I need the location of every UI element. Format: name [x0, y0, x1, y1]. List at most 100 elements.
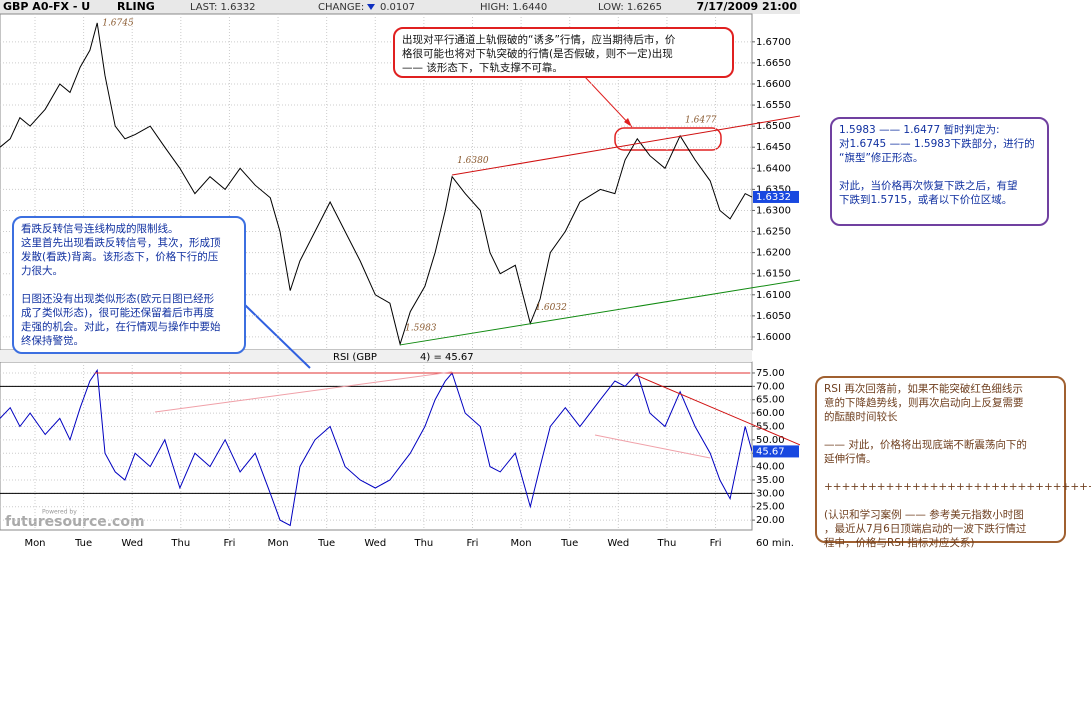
y-tick-label: 50.00: [756, 435, 785, 446]
price-label: 1.6477: [685, 115, 717, 125]
trend-line: [399, 279, 800, 346]
header-bar: [0, 0, 800, 14]
note-line: 格很可能也将对下轨突破的行情(是否假破，则不一定)出现: [402, 48, 673, 60]
series-line: [0, 22, 752, 346]
y-tick-label: 55.00: [756, 421, 785, 432]
note-line: 的酝酿时间较长: [824, 411, 898, 423]
x-tick-label: Wed: [121, 538, 143, 549]
plot: [0, 362, 752, 530]
red-arrowhead: [624, 118, 632, 127]
note-line: 这里首先出现看跌反转信号，其次，形成顶: [21, 237, 221, 249]
note-line: —— 该形态下，下轨支撑不可靠。: [402, 62, 563, 74]
x-tick-label: Fri: [710, 538, 722, 549]
change: 0.0107: [380, 2, 415, 13]
x-tick-label: Thu: [413, 538, 433, 549]
high: HIGH: 1.6440: [480, 2, 547, 13]
note-line: 延伸行情。: [824, 453, 877, 465]
down-arrow: [367, 4, 375, 10]
y-tick-label: 1.6100: [756, 290, 791, 301]
highlight-ring: [614, 127, 722, 151]
current-box: [753, 445, 799, 458]
y-tick-label: 40.00: [756, 462, 785, 473]
note-line: “旗型”修正形态。: [839, 152, 924, 164]
red-note: 出现对平行通道上轨假破的“诱多”行情，应当期待后市，价 格很可能也将对下轨突破的行…: [393, 27, 734, 78]
note-line: 意的下降趋势线，则再次启动向上反复需要: [824, 397, 1024, 409]
price-label: 1.6745: [102, 18, 134, 28]
current-label: 45.67: [756, 446, 785, 457]
note-line: 对此，当价格再次恢复下跌之后，有望: [839, 180, 1018, 192]
spacer: [839, 165, 1040, 179]
brown-note: RSI 再次回落前，如果不能突破红色细线示 意的下降趋势线，则再次启动向上反复需要…: [815, 376, 1091, 549]
x-tick-label: Thu: [657, 538, 677, 549]
x-tick-label: Wed: [607, 538, 629, 549]
current-label: 1.6332: [756, 192, 791, 203]
red-arrow: [584, 76, 633, 128]
x-tick-label: Mon: [511, 538, 532, 549]
y-tick-label: 1.6050: [756, 311, 791, 322]
note-line: 走强的机会。对此，在行情观与操作中要始: [21, 321, 221, 333]
y-tick-label: 20.00: [756, 515, 785, 526]
x-tick-label: Tue: [560, 538, 578, 549]
trend-line: [594, 434, 711, 459]
note-line: 力很大。: [21, 265, 63, 277]
spacer: [824, 494, 1057, 508]
x-tick-label: Fri: [223, 538, 235, 549]
y-tick-label: 1.6350: [756, 184, 791, 195]
y-tick-label: 1.6550: [756, 100, 791, 111]
note-line: 看跌反转信号连线构成的限制线。: [21, 223, 179, 235]
y-tick-label: 1.6150: [756, 269, 791, 280]
price-label: 1.6380: [457, 156, 489, 166]
y-tick-label: 35.00: [756, 475, 785, 486]
note-line: 1.5983 —— 1.6477 暂时判定为:: [839, 124, 1000, 136]
x-tick-label: Tue: [317, 538, 335, 549]
y-tick-label: 1.6600: [756, 79, 791, 90]
blue-note: 看跌反转信号连线构成的限制线。 这里首先出现看跌反转信号，其次，形成顶 发散(看跌)…: [12, 216, 246, 354]
y-tick-label: 1.6400: [756, 163, 791, 174]
spacer: [824, 424, 1057, 438]
trend-line: [635, 374, 800, 446]
series-line: [0, 368, 752, 527]
x-tick-label: Thu: [170, 538, 190, 549]
purple-note: 1.5983 —— 1.6477 暂时判定为: 对1.6745 —— 1.5983…: [830, 117, 1049, 226]
note-line: ，最近从7月6日顶端启动的一波下跌行情过: [824, 523, 1027, 535]
note-line: 终保持警觉。: [21, 335, 84, 347]
low: LOW: 1.6265: [598, 2, 662, 13]
plot: [94, 371, 800, 459]
y-tick-label: 70.00: [756, 381, 785, 392]
note-line: 出现对平行通道上轨假破的“诱多”行情，应当期待后市，价: [402, 34, 676, 46]
symbol: GBP A0-FX - U: [3, 0, 90, 13]
y-tick-label: 1.6250: [756, 227, 791, 238]
watermark: futuresource.com: [5, 514, 145, 530]
y-tick-label: 1.6200: [756, 248, 791, 259]
note-line: 对1.6745 —— 1.5983下跌部分，进行的: [839, 138, 1035, 150]
note-line: 程中，价格与RSI 指标对应关系): [824, 537, 975, 549]
y-tick-label: 1.6650: [756, 58, 791, 69]
change-label: CHANGE:: [318, 2, 364, 13]
trend-line: [451, 115, 800, 176]
datetime: 7/17/2009 21:00: [697, 0, 798, 13]
y-tick-label: 75.00: [756, 368, 785, 379]
plot: [399, 115, 800, 346]
x-tick-label: Mon: [24, 538, 45, 549]
current-box: [753, 190, 799, 203]
price-label: 1.5983: [405, 324, 437, 334]
symbol-tail: RLING: [117, 0, 155, 13]
note-line: (认识和学习案例 —— 参考美元指数小时图: [824, 509, 1024, 521]
x-tick-label: Mon: [268, 538, 289, 549]
spacer: [21, 278, 237, 292]
note-line: —— 对此，价格将出现底端不断震荡向下的: [824, 439, 1027, 451]
y-tick-label: 1.6450: [756, 142, 791, 153]
rsi-title-tail: 4) = 45.67: [420, 352, 474, 363]
note-line: 成了类似形态)，很可能还保留着后市再度: [21, 307, 215, 319]
note-line: +++++++++++++++++++++++++++++++++++++++: [824, 481, 1091, 493]
x-axis-label: 60 min.: [756, 538, 794, 549]
trend-line: [154, 371, 453, 413]
y-tick-label: 60.00: [756, 408, 785, 419]
note-line: 下跌到1.5715，或者以下价位区域。: [839, 194, 1013, 206]
y-tick-label: 1.6500: [756, 121, 791, 132]
rsi-title: RSI (GBP: [333, 352, 377, 363]
y-tick-label: 25.00: [756, 502, 785, 513]
watermark-small: Powered by: [42, 509, 77, 516]
spacer: [824, 466, 1057, 480]
